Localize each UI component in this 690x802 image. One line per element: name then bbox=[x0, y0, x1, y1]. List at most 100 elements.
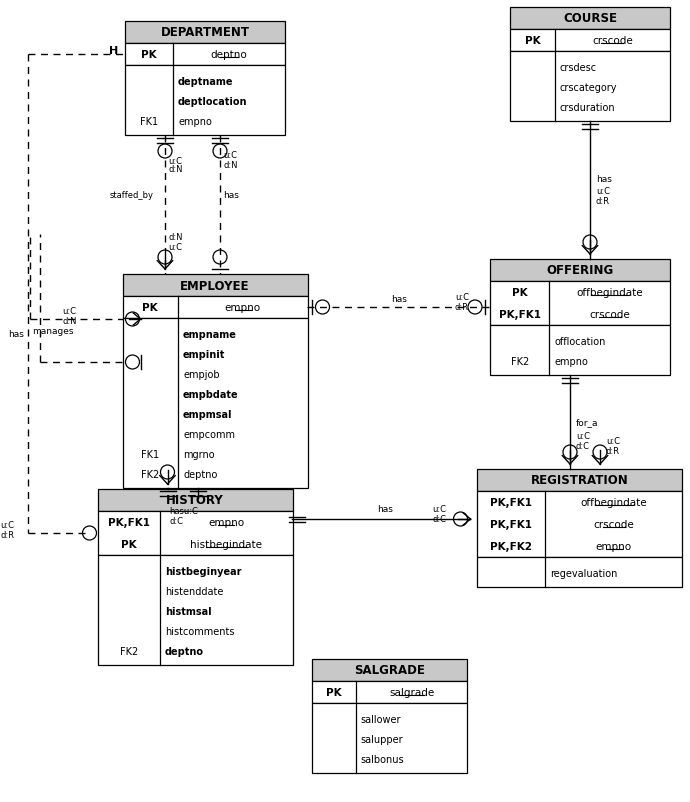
Text: regevaluation: regevaluation bbox=[550, 569, 618, 578]
Text: has: has bbox=[223, 191, 239, 200]
Text: histcomments: histcomments bbox=[165, 626, 235, 636]
Text: crsdesc: crsdesc bbox=[560, 63, 597, 73]
Text: hasu:C: hasu:C bbox=[170, 506, 199, 515]
Text: u:C: u:C bbox=[576, 432, 590, 441]
Text: salbonus: salbonus bbox=[361, 754, 404, 764]
Text: u:C: u:C bbox=[455, 294, 469, 302]
Text: empjob: empjob bbox=[183, 370, 219, 379]
Text: u:C: u:C bbox=[606, 437, 620, 446]
Bar bbox=[97, 489, 293, 512]
Bar bbox=[123, 274, 308, 297]
Bar bbox=[510, 8, 670, 30]
Text: d:N: d:N bbox=[168, 165, 182, 174]
Text: d:R: d:R bbox=[0, 531, 14, 540]
Text: deptname: deptname bbox=[178, 77, 233, 87]
Text: has: has bbox=[596, 174, 612, 184]
Bar bbox=[313, 681, 468, 703]
Text: FK1: FK1 bbox=[141, 449, 159, 460]
Text: histbeginyear: histbeginyear bbox=[165, 566, 242, 577]
Text: empno: empno bbox=[595, 541, 632, 551]
Text: PK: PK bbox=[121, 539, 137, 549]
Text: PK: PK bbox=[326, 687, 342, 697]
Text: u:C: u:C bbox=[168, 242, 182, 251]
Text: PK: PK bbox=[142, 302, 158, 313]
Text: staffed_by: staffed_by bbox=[110, 191, 154, 200]
Text: empbdate: empbdate bbox=[183, 390, 239, 399]
Text: empno: empno bbox=[208, 517, 244, 528]
Text: empname: empname bbox=[183, 330, 237, 339]
Text: crscode: crscode bbox=[589, 310, 630, 320]
Text: empcomm: empcomm bbox=[183, 429, 235, 439]
Text: d:R: d:R bbox=[596, 196, 610, 205]
Text: empno: empno bbox=[178, 117, 212, 127]
Text: PK,FK1: PK,FK1 bbox=[108, 517, 150, 528]
Text: COURSE: COURSE bbox=[563, 13, 617, 26]
Text: empno: empno bbox=[225, 302, 261, 313]
Text: has: has bbox=[8, 330, 24, 339]
Bar bbox=[477, 557, 682, 587]
Text: empmsal: empmsal bbox=[183, 410, 233, 419]
Text: mgrno: mgrno bbox=[183, 449, 215, 460]
Text: histenddate: histenddate bbox=[165, 586, 224, 596]
Text: DEPARTMENT: DEPARTMENT bbox=[161, 26, 250, 39]
Text: d:N: d:N bbox=[168, 233, 182, 241]
Text: crsduration: crsduration bbox=[560, 103, 615, 113]
Bar bbox=[510, 52, 670, 122]
Text: crscode: crscode bbox=[592, 36, 633, 46]
Text: u:C: u:C bbox=[223, 152, 237, 160]
Bar bbox=[313, 659, 468, 681]
Text: u:C: u:C bbox=[433, 505, 446, 514]
Text: u:C: u:C bbox=[596, 186, 610, 195]
Text: d:N: d:N bbox=[223, 160, 237, 169]
Text: PK: PK bbox=[512, 288, 528, 298]
Text: offbegindate: offbegindate bbox=[580, 497, 647, 508]
Text: sallower: sallower bbox=[361, 714, 402, 724]
Bar bbox=[477, 469, 682, 492]
Text: PK,FK2: PK,FK2 bbox=[491, 541, 532, 551]
Text: PK: PK bbox=[524, 36, 540, 46]
Text: FK2: FK2 bbox=[119, 646, 138, 656]
Text: for_a: for_a bbox=[576, 418, 598, 427]
Text: d:N: d:N bbox=[63, 317, 77, 326]
Bar bbox=[477, 492, 682, 557]
Text: OFFERING: OFFERING bbox=[546, 264, 613, 277]
Text: SALGRADE: SALGRADE bbox=[355, 664, 426, 677]
Text: d:C: d:C bbox=[433, 515, 446, 524]
Text: empinit: empinit bbox=[183, 350, 226, 359]
Text: crscategory: crscategory bbox=[560, 83, 618, 93]
Text: d:C: d:C bbox=[170, 516, 184, 526]
Text: u:C: u:C bbox=[63, 307, 77, 316]
Bar bbox=[510, 30, 670, 52]
Bar bbox=[125, 66, 285, 136]
Text: FK2: FK2 bbox=[511, 357, 529, 367]
Text: deptlocation: deptlocation bbox=[178, 97, 248, 107]
Text: u:C: u:C bbox=[168, 156, 182, 165]
Text: HISTORY: HISTORY bbox=[166, 494, 224, 507]
Text: has: has bbox=[377, 505, 393, 514]
Text: deptno: deptno bbox=[210, 50, 248, 60]
Bar bbox=[490, 282, 670, 326]
Text: PK: PK bbox=[141, 50, 157, 60]
Text: offbegindate: offbegindate bbox=[576, 288, 643, 298]
Bar bbox=[125, 22, 285, 44]
Text: PK,FK1: PK,FK1 bbox=[491, 520, 532, 529]
Text: deptno: deptno bbox=[165, 646, 204, 656]
Bar bbox=[490, 260, 670, 282]
Text: FK2: FK2 bbox=[141, 469, 159, 480]
Text: EMPLOYEE: EMPLOYEE bbox=[180, 279, 250, 292]
Text: H: H bbox=[109, 46, 118, 56]
Text: has: has bbox=[391, 295, 406, 304]
Text: PK,FK1: PK,FK1 bbox=[491, 497, 532, 508]
Bar bbox=[123, 318, 308, 488]
Text: histbegindate: histbegindate bbox=[190, 539, 262, 549]
Text: d:R: d:R bbox=[455, 303, 469, 312]
Text: salgrade: salgrade bbox=[389, 687, 434, 697]
Text: d:R: d:R bbox=[606, 447, 620, 456]
Text: REGISTRATION: REGISTRATION bbox=[531, 474, 629, 487]
Text: PK,FK1: PK,FK1 bbox=[499, 310, 541, 320]
Bar bbox=[125, 44, 285, 66]
Text: crscode: crscode bbox=[593, 520, 634, 529]
Text: histmsal: histmsal bbox=[165, 606, 212, 616]
Text: offlocation: offlocation bbox=[554, 337, 606, 346]
Text: deptno: deptno bbox=[183, 469, 217, 480]
